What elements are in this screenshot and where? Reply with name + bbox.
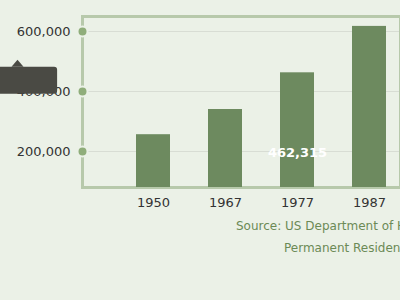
svg-text:1977: 1977 bbox=[281, 195, 314, 210]
svg-text:1950: 1950 bbox=[137, 195, 170, 210]
svg-text:462,315: 462,315 bbox=[268, 145, 327, 160]
svg-text:200,000: 200,000 bbox=[17, 144, 71, 159]
svg-text:600,000: 600,000 bbox=[17, 24, 71, 39]
svg-text:1987: 1987 bbox=[353, 195, 386, 210]
svg-text:1967: 1967 bbox=[209, 195, 242, 210]
